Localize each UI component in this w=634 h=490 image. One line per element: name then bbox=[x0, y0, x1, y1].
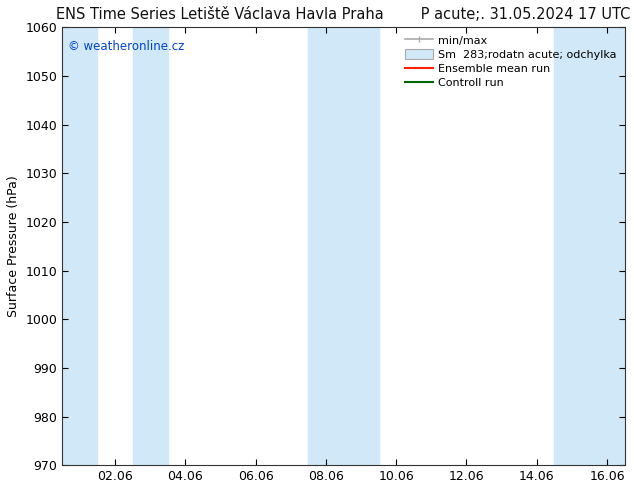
Legend: min/max, Sm  283;rodatn acute; odchylka, Ensemble mean run, Controll run: min/max, Sm 283;rodatn acute; odchylka, … bbox=[403, 33, 619, 90]
Y-axis label: Surface Pressure (hPa): Surface Pressure (hPa) bbox=[7, 175, 20, 317]
Bar bbox=[62, 27, 98, 465]
Bar bbox=[554, 27, 624, 465]
Text: © weatheronline.cz: © weatheronline.cz bbox=[68, 40, 184, 53]
Title: ENS Time Series Letiště Václava Havla Praha        P acute;. 31.05.2024 17 UTC: ENS Time Series Letiště Václava Havla Pr… bbox=[56, 7, 631, 22]
Bar bbox=[308, 27, 378, 465]
Bar bbox=[133, 27, 167, 465]
